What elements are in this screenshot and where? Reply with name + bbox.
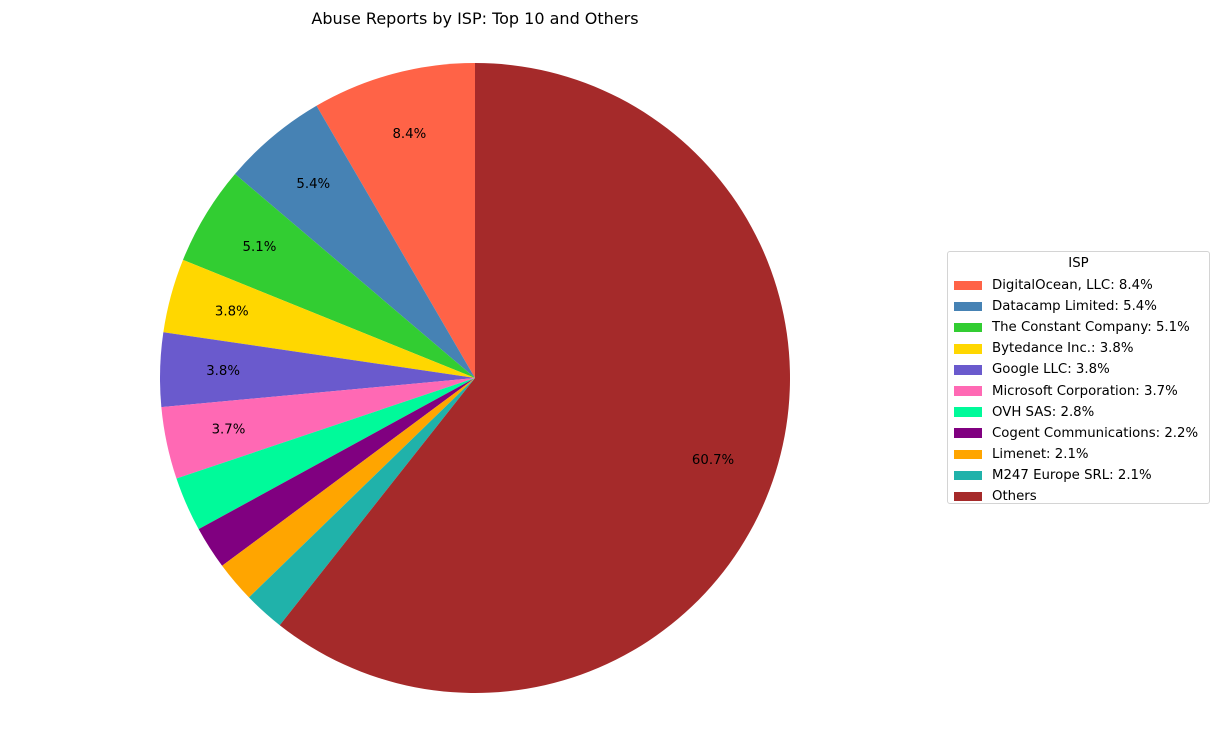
pie-labels: 8.4% 5.4% 5.1% 3.8% 3.8% 3.7% 60.7% (206, 127, 734, 468)
legend-item: DigitalOcean, LLC: 8.4% (948, 275, 1209, 296)
legend-item: OVH SAS: 2.8% (948, 402, 1209, 423)
pie-slice-1 (235, 105, 475, 378)
legend-item: Google LLC: 3.8% (948, 359, 1209, 380)
pie-slice-0 (316, 63, 475, 378)
legend-label: Cogent Communications: 2.2% (992, 425, 1199, 441)
legend-swatch (954, 407, 982, 417)
legend-label: OVH SAS: 2.8% (992, 404, 1095, 420)
legend-swatch (954, 322, 982, 333)
pie-slice-4 (159, 332, 475, 408)
legend-label: Datacamp Limited: 5.4% (992, 299, 1157, 315)
pie-pct-label-5: 3.7% (212, 423, 246, 438)
legend-label: The Constant Company: 5.1% (992, 320, 1190, 336)
legend-label: DigitalOcean, LLC: 8.4% (992, 278, 1153, 294)
pie-pct-label-10: 60.7% (692, 453, 734, 468)
chart-title: Abuse Reports by ISP: Top 10 and Others (311, 9, 638, 28)
legend-label: Others (992, 488, 1037, 504)
pie-pct-label-3: 3.8% (215, 304, 249, 319)
legend-swatch (954, 428, 982, 438)
legend: ISP DigitalOcean, LLC: 8.4% Datacamp Limi… (947, 251, 1210, 504)
pie-slice-5 (161, 378, 475, 479)
pie-pct-label-2: 5.1% (243, 240, 277, 255)
legend-item: Microsoft Corporation: 3.7% (948, 380, 1209, 401)
legend-items: DigitalOcean, LLC: 8.4% Datacamp Limited:… (948, 275, 1209, 507)
legend-item: Datacamp Limited: 5.4% (948, 296, 1209, 317)
legend-label: Limenet: 2.1% (992, 446, 1089, 462)
legend-swatch (954, 470, 982, 481)
legend-label: M247 Europe SRL: 2.1% (992, 467, 1152, 483)
pie-pct-label-4: 3.8% (206, 364, 240, 379)
pie-pct-label-1: 5.4% (296, 177, 330, 192)
legend-item: Others (948, 486, 1209, 507)
legend-title: ISP (1068, 256, 1089, 271)
pie-slice-10 (279, 63, 790, 693)
legend-label: Google LLC: 3.8% (992, 362, 1110, 378)
legend-swatch (954, 344, 982, 354)
pie-slice-8 (222, 378, 475, 598)
legend-label: Bytedance Inc.: 3.8% (992, 341, 1134, 357)
pie-pct-label-0: 8.4% (392, 127, 426, 142)
legend-swatch (954, 386, 982, 396)
legend-swatch (954, 491, 982, 502)
legend-swatch (954, 301, 982, 312)
legend-swatch (954, 449, 982, 460)
legend-item: Bytedance Inc.: 3.8% (948, 338, 1209, 359)
pie-slice-7 (198, 378, 475, 566)
pie-slice-9 (248, 378, 475, 626)
legend-swatch (954, 280, 982, 291)
pie-slice-6 (176, 378, 475, 530)
legend-label: Microsoft Corporation: 3.7% (992, 383, 1178, 399)
legend-item: Limenet: 2.1% (948, 444, 1209, 465)
legend-item: M247 Europe SRL: 2.1% (948, 465, 1209, 486)
pie-slices (159, 63, 790, 693)
legend-item: Cogent Communications: 2.2% (948, 423, 1209, 444)
legend-item: The Constant Company: 5.1% (948, 317, 1209, 338)
legend-swatch (954, 365, 982, 375)
pie-slice-3 (163, 259, 475, 378)
pie-slice-2 (182, 173, 475, 378)
